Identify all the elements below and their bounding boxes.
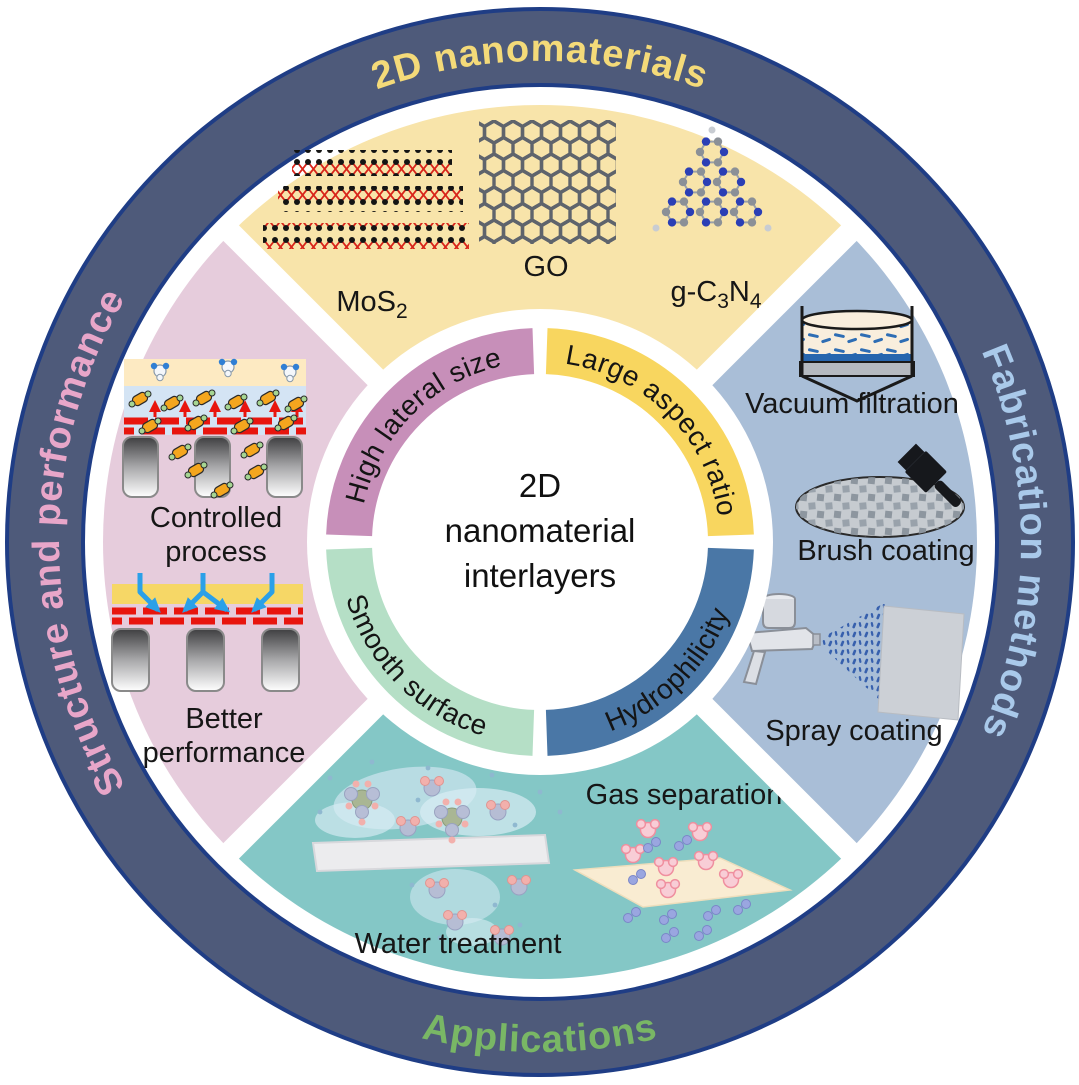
go-label: GO — [523, 251, 568, 283]
paintbrush-icon — [897, 443, 961, 507]
go-illustration — [479, 120, 616, 244]
gcn-illustration — [652, 126, 772, 232]
controlled-process-illustration — [122, 358, 308, 499]
downward-arrows — [137, 573, 275, 613]
water-treatment-illustration — [311, 759, 563, 946]
brush-coating-label: Brush coating — [797, 535, 974, 567]
arc-smooth-surface — [326, 547, 535, 756]
vacuum-filtration-icon — [799, 306, 915, 403]
gas-separation-illustration — [572, 818, 793, 943]
center-title-line3: interlayers — [464, 557, 616, 594]
center-title-line1: 2D — [519, 467, 561, 504]
membrane-sheet — [311, 833, 551, 873]
mos2-illustration — [263, 150, 469, 249]
better-performance-label-line1: Better — [185, 703, 263, 735]
controlled-process-label-line1: Controlled — [150, 502, 282, 534]
vacuum-filtration-label: Vacuum filtration — [745, 388, 959, 420]
brush-coating-icon — [795, 443, 965, 538]
water-speckles — [317, 759, 563, 941]
inner-ring-background — [307, 309, 773, 775]
center-title: 2D nanomaterial interlayers — [445, 467, 636, 594]
arc-large-aspect-ratio — [545, 328, 754, 537]
controlled-process-label-line2: process — [165, 536, 267, 568]
better-performance-illustration — [111, 573, 303, 692]
gas-separation-label: Gas separation — [586, 779, 783, 811]
spray-coating-label: Spray coating — [765, 715, 942, 747]
center-title-line2: nanomaterial — [445, 512, 636, 549]
water-treatment-label: Water treatment — [355, 928, 562, 960]
spray-coating-icon — [742, 593, 965, 721]
mos2-label: MoS2 — [336, 286, 407, 323]
better-performance-label-line2: performance — [143, 737, 306, 769]
arc-hydrophilicity — [545, 547, 754, 756]
upward-arrows — [149, 400, 303, 417]
arc-high-lateral-size — [326, 328, 535, 537]
gcn-label: g-C3N4 — [670, 276, 761, 313]
